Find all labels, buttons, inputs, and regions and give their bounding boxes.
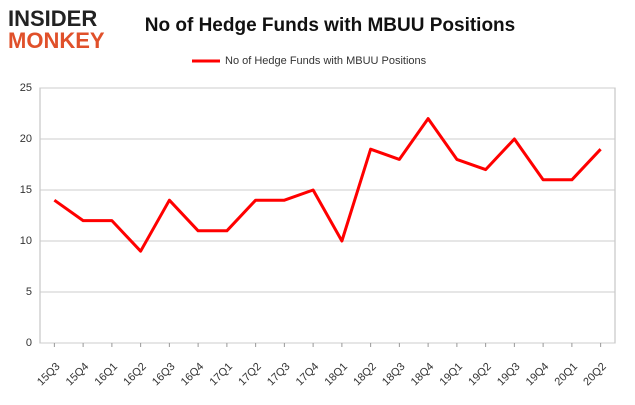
- x-tick-label: 20Q1: [553, 361, 581, 389]
- x-tick-label: 19Q2: [466, 361, 494, 389]
- data-line: [53, 117, 602, 253]
- x-tick-label: 18Q3: [380, 361, 408, 389]
- y-tick-label: 25: [20, 82, 32, 94]
- y-tick-label: 15: [20, 184, 32, 196]
- chart-title: No of Hedge Funds with MBUU Positions: [145, 15, 515, 36]
- x-tick-label: 17Q3: [265, 361, 293, 389]
- x-tick-label: 16Q1: [93, 361, 121, 389]
- x-tick-label: 17Q4: [294, 361, 322, 389]
- logo-bottom: MONKEY: [8, 28, 105, 53]
- x-tick-label: 16Q2: [121, 361, 149, 389]
- x-tick-label: 15Q3: [35, 361, 63, 389]
- x-tick-label: 18Q2: [351, 361, 379, 389]
- x-tick-label: 15Q4: [64, 361, 92, 389]
- x-tick-label: 19Q3: [495, 361, 523, 389]
- x-tick-label: 18Q4: [409, 361, 437, 389]
- x-tick-label: 19Q1: [438, 361, 466, 389]
- y-tick-label: 10: [20, 235, 32, 247]
- x-tick-label: 17Q2: [236, 361, 264, 389]
- x-tick-label: 20Q2: [581, 361, 609, 389]
- y-tick-label: 5: [26, 286, 32, 298]
- y-tick-label: 0: [26, 337, 32, 349]
- x-tick-label: 19Q4: [524, 361, 552, 389]
- x-tick-label: 16Q4: [179, 361, 207, 389]
- y-tick-label: 20: [20, 133, 32, 145]
- legend-label: No of Hedge Funds with MBUU Positions: [225, 55, 427, 67]
- x-tick-label: 16Q3: [150, 361, 178, 389]
- x-tick-label: 18Q1: [323, 361, 351, 389]
- x-tick-label: 17Q1: [208, 361, 236, 389]
- logo-top: INSIDER: [8, 6, 97, 31]
